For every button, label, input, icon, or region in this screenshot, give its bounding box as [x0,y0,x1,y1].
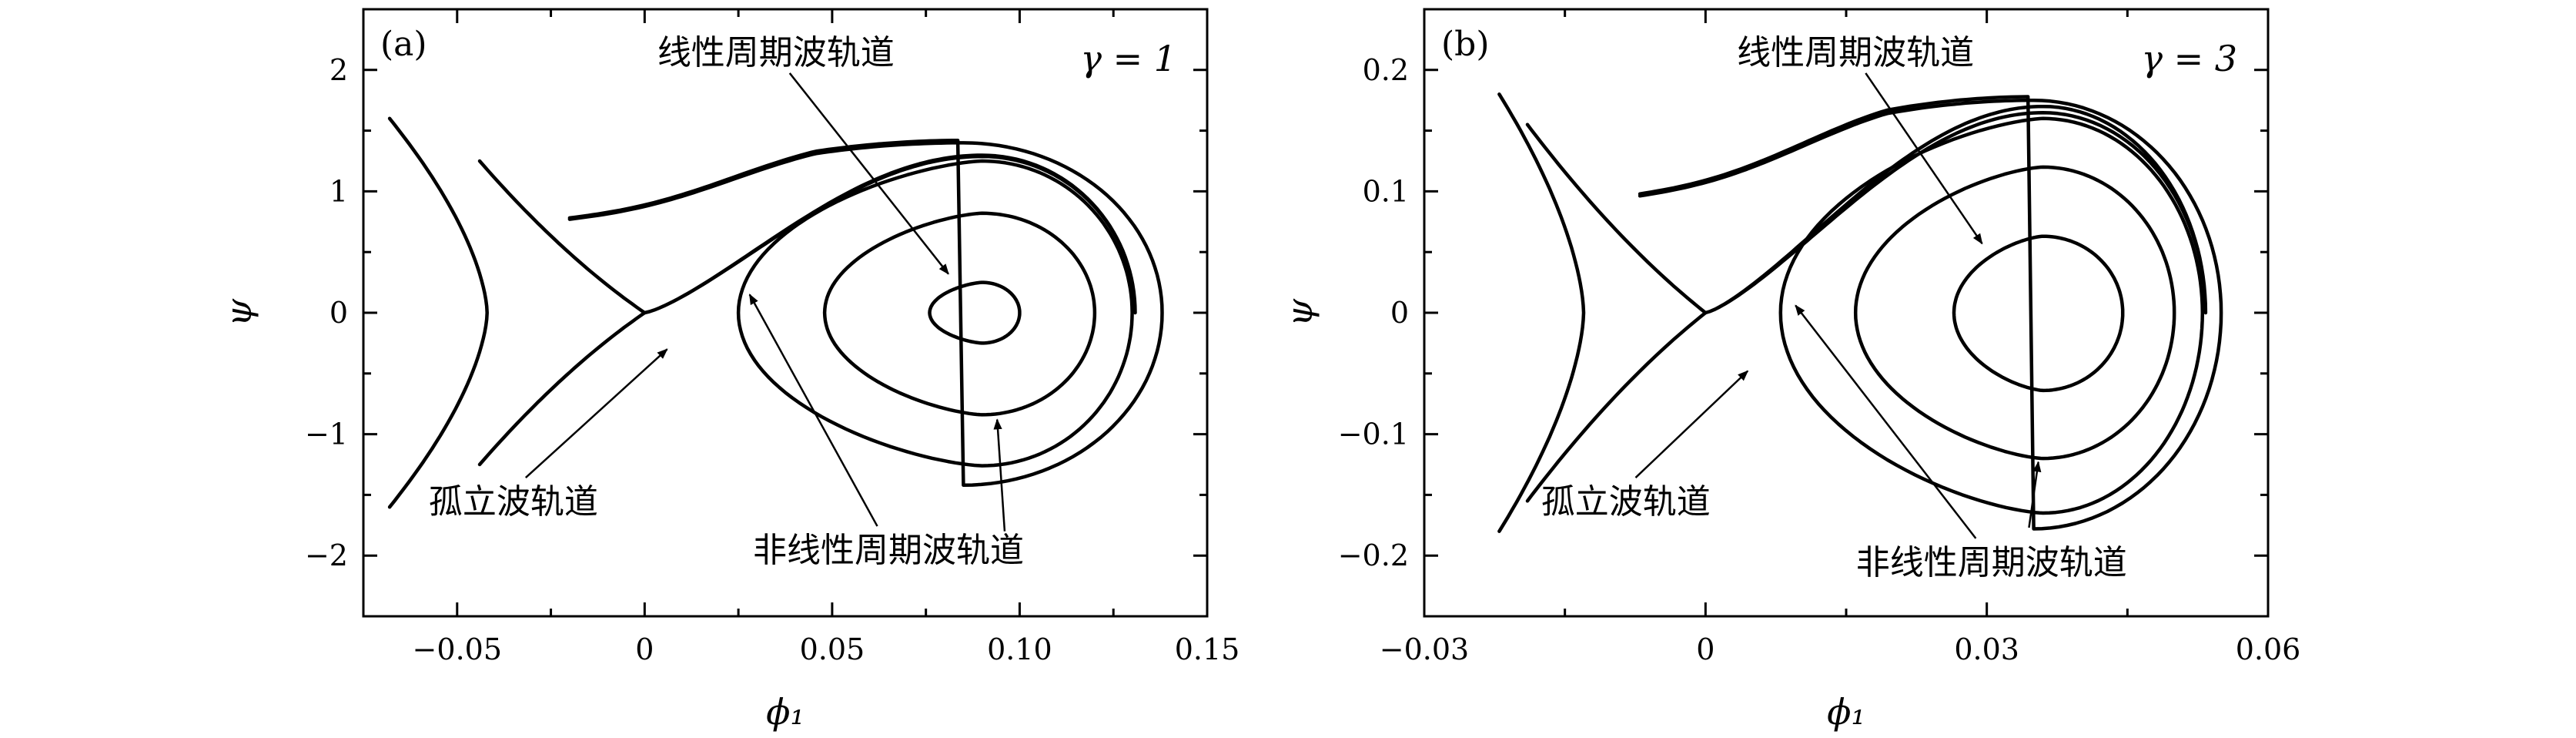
y-axis-label: ψ [218,298,259,327]
annotation-arrow [1865,72,1983,245]
orbit-closed [736,159,1134,468]
panel-label: (a) [380,25,427,64]
annotation-label: 线性周期波轨道 [657,33,895,72]
plot-frame [1423,8,2270,618]
x-tick-label: −0.05 [413,632,502,666]
x-axis-label: ϕ₁ [766,691,805,733]
orbit-closed [1853,165,2176,461]
panel-a: −0.05 0 0.05 0.10 0.15 −2 −1 0 1 2 ϕ₁ ψ (a) γ = 1 线性周期… [218,8,1240,733]
y-tick-label: −0.2 [1338,538,1409,572]
annotation-arrow [1795,304,1977,539]
y-tick-label: 0.1 [1363,174,1409,208]
x-tick-label: −0.03 [1380,632,1469,666]
separatrix-arm-lower [1525,310,1708,503]
orbit-outer-open [387,116,489,509]
y-tick-label: 0.2 [1363,53,1409,87]
panel-label: (b) [1441,25,1490,64]
orbit-nonlinear-outer [1638,95,2223,531]
y-tick-label: 0 [330,296,348,330]
annotation-label: 非线性周期波轨道 [1856,543,2127,582]
separatrix-loop [1704,104,2208,315]
x-tick-label: 0.03 [1954,632,2019,666]
orbit-outer-open [1497,92,1586,533]
annotation-label: 孤立波轨道 [1541,482,1711,522]
x-tick-label: 0.06 [2236,632,2301,666]
y-tick-label: 1 [330,174,348,208]
parameter-label: γ = 3 [2141,38,2237,79]
x-tick-label: 0.05 [800,632,865,666]
annotation-arrow [2028,461,2042,528]
y-tick-label: 2 [330,53,348,87]
separatrix-arm-upper [1525,122,1708,315]
parameter-label: γ = 1 [1080,38,1176,79]
orbit-nonlinear-outer [567,138,1164,488]
panel-b: −0.03 0 0.03 0.06 −0.2 −0.1 0 0.1 0.2 ϕ₁ ψ (b) γ = 3… [1279,8,2301,733]
y-tick-label: −1 [305,418,348,451]
y-axis-label: ψ [1279,298,1320,327]
orbit-closed [822,211,1097,417]
annotation-label: 非线性周期波轨道 [753,531,1024,570]
separatrix-arm-lower [477,310,647,467]
annotation-label: 孤立波轨道 [429,482,598,522]
x-tick-label: 0 [635,632,654,666]
annotation-arrow [748,294,878,527]
annotation-arrow [993,418,1006,532]
y-tick-label: −2 [305,538,348,572]
x-axis-label: ϕ₁ [1827,691,1865,733]
x-tick-label: 0.10 [987,632,1052,666]
annotation-arrow [524,348,668,478]
annotation-arrow [1634,370,1749,478]
orbit-closed [1778,116,2205,515]
plot-frame [362,8,1209,618]
x-tick-label: 0.15 [1175,632,1240,666]
orbit-closed [928,280,1022,345]
separatrix-arm-upper [477,159,647,315]
annotation-label: 线性周期波轨道 [1737,33,1974,72]
annotation-arrow [788,72,949,275]
y-tick-label: −0.1 [1338,418,1409,451]
x-tick-label: 0 [1696,632,1715,666]
y-tick-label: 0 [1390,296,1409,330]
orbit-closed [1952,234,2125,393]
